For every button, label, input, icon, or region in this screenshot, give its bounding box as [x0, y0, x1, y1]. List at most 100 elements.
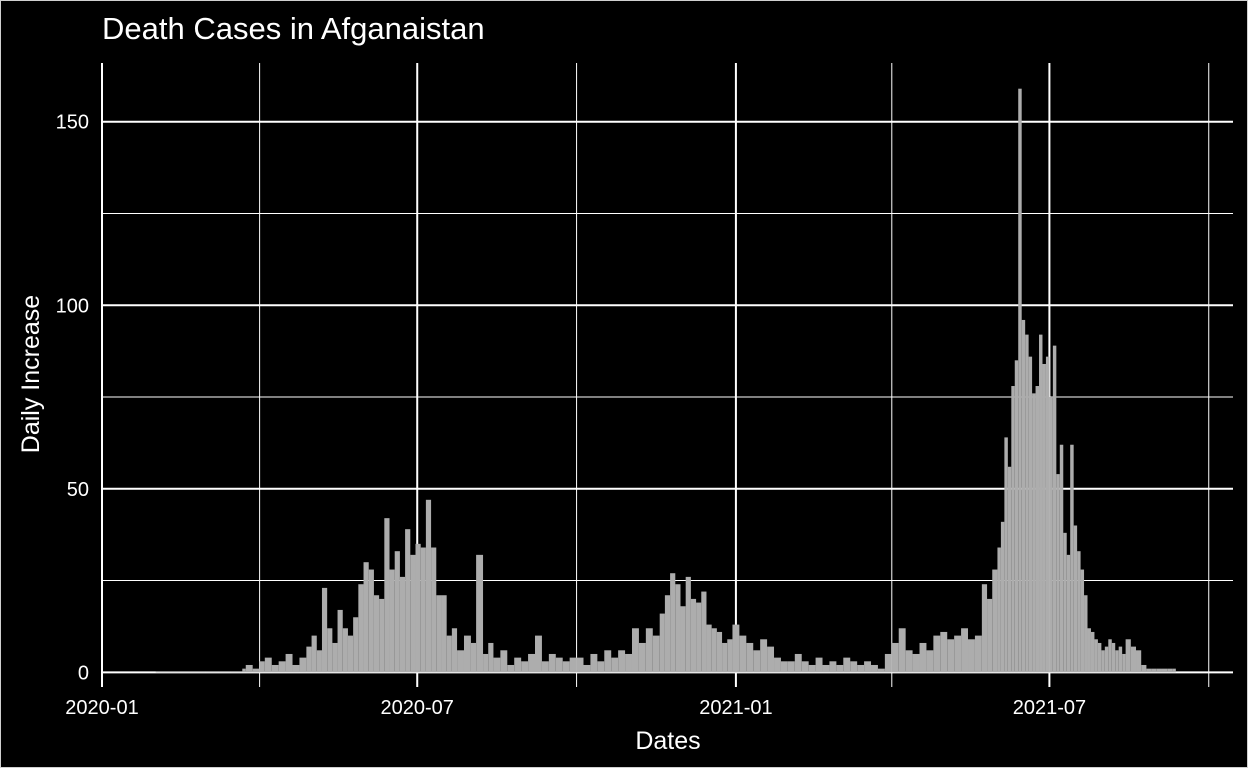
- bar: [884, 653, 892, 673]
- bar: [857, 664, 865, 673]
- bar: [836, 664, 844, 673]
- bar: [1094, 639, 1098, 673]
- bar: [1111, 642, 1116, 673]
- bar: [353, 617, 359, 673]
- bar: [457, 650, 464, 673]
- bars: [155, 88, 1176, 673]
- bar: [1077, 551, 1081, 673]
- bar: [1049, 397, 1053, 673]
- bar: [1056, 474, 1060, 673]
- bar: [155, 671, 180, 673]
- bar: [696, 602, 702, 673]
- x-tick-label: 2020-01: [65, 697, 138, 719]
- bar: [690, 598, 697, 673]
- bar: [1108, 639, 1112, 673]
- bar: [597, 661, 605, 673]
- bar: [1045, 356, 1050, 673]
- bar: [205, 671, 219, 673]
- bar: [394, 551, 400, 673]
- bar: [1004, 437, 1008, 673]
- bar: [659, 613, 665, 673]
- bar: [926, 650, 934, 673]
- bar: [483, 653, 489, 673]
- bar: [431, 547, 437, 673]
- bar: [912, 653, 920, 673]
- bar: [1032, 393, 1036, 673]
- bar: [218, 671, 231, 673]
- bar: [1141, 664, 1147, 673]
- bar: [829, 661, 837, 673]
- bar: [347, 635, 354, 673]
- bar: [242, 668, 246, 673]
- bar: [1122, 653, 1126, 673]
- bar: [358, 584, 364, 673]
- bar: [292, 664, 300, 673]
- bar: [753, 650, 761, 673]
- bar: [974, 635, 982, 673]
- bar: [384, 518, 390, 673]
- bar: [1104, 646, 1109, 673]
- bar: [576, 657, 584, 673]
- bar: [521, 661, 529, 673]
- bar: [815, 657, 823, 673]
- bar: [1000, 521, 1005, 673]
- bar: [332, 642, 338, 673]
- bar: [794, 653, 802, 673]
- bar: [727, 639, 733, 673]
- x-tick-label: 2021-07: [1013, 697, 1086, 719]
- bar: [1090, 631, 1095, 673]
- bar: [230, 671, 243, 673]
- bar: [1070, 444, 1074, 673]
- bar: [327, 628, 333, 673]
- bar: [1097, 642, 1102, 673]
- bar: [488, 642, 494, 673]
- bar: [891, 642, 899, 673]
- y-tick-label: 0: [78, 662, 89, 684]
- bar: [706, 624, 712, 673]
- bar: [1115, 650, 1119, 673]
- bar: [864, 661, 872, 673]
- y-tick-label: 50: [67, 479, 89, 501]
- bar: [436, 595, 442, 673]
- bar: [1011, 386, 1015, 673]
- bar: [278, 661, 286, 673]
- bar: [767, 646, 775, 673]
- bar: [399, 576, 406, 673]
- bar: [625, 653, 632, 673]
- bar: [535, 635, 542, 673]
- bar: [898, 628, 906, 673]
- bar: [645, 628, 653, 673]
- bar: [1021, 319, 1026, 673]
- bar: [940, 631, 948, 673]
- bar: [425, 499, 432, 673]
- bar: [877, 668, 885, 673]
- bar: [415, 543, 421, 673]
- bar: [701, 591, 707, 673]
- bar: [555, 657, 563, 673]
- bar: [1084, 595, 1088, 673]
- bar: [1130, 646, 1137, 673]
- bar: [1101, 650, 1105, 673]
- bar: [405, 529, 411, 673]
- bar: [1118, 646, 1123, 673]
- bar: [1146, 668, 1152, 673]
- bar: [1136, 650, 1142, 673]
- bar: [746, 642, 754, 673]
- bar: [801, 661, 809, 673]
- bar: [410, 554, 416, 673]
- bar: [992, 569, 998, 673]
- bar: [1025, 334, 1029, 673]
- bar: [670, 573, 676, 673]
- bar: [711, 628, 717, 673]
- bar: [463, 635, 471, 673]
- bar: [680, 606, 686, 673]
- bar: [1014, 360, 1019, 673]
- bar: [774, 657, 781, 673]
- bar: [611, 657, 619, 673]
- bar: [722, 642, 728, 673]
- bar: [389, 569, 395, 673]
- bar: [947, 639, 955, 673]
- bar: [604, 650, 612, 673]
- bar: [905, 650, 913, 673]
- bar: [1035, 386, 1040, 673]
